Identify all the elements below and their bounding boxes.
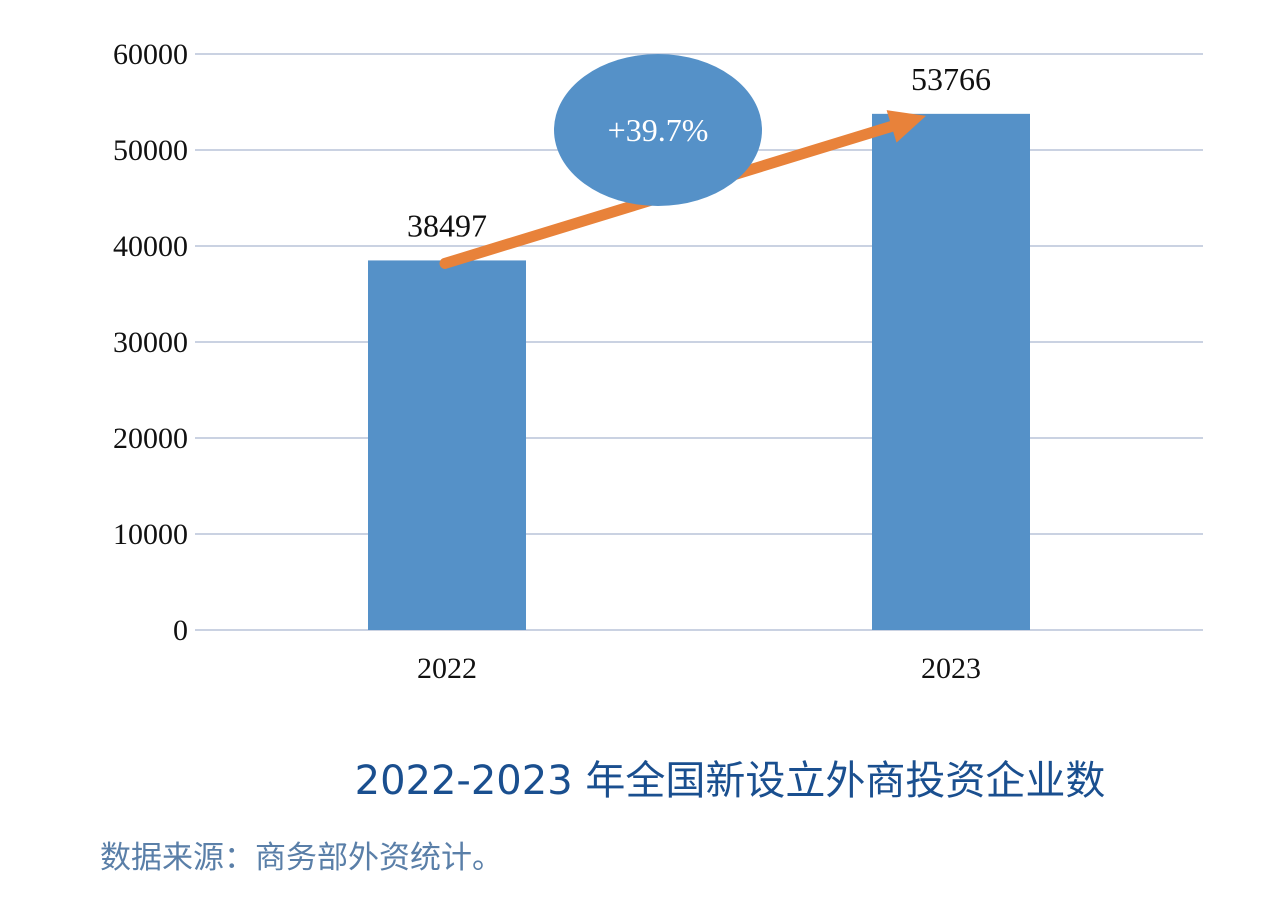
x-axis-ticks: 2022 2023: [417, 652, 981, 685]
growth-annotation: +39.7%: [439, 54, 926, 269]
y-tick-label: 30000: [113, 326, 188, 359]
chart-title: 2022-2023 年全国新设立外商投资企业数: [354, 758, 1106, 804]
growth-badge: [554, 54, 762, 206]
x-tick-label: 2022: [417, 652, 477, 685]
x-tick-label: 2023: [921, 652, 981, 685]
bars: [368, 113, 1030, 631]
y-tick-label: 40000: [113, 230, 188, 263]
data-label: 53766: [911, 61, 991, 97]
y-tick-label: 50000: [113, 134, 188, 167]
y-tick-label: 0: [173, 614, 188, 647]
y-axis-ticks: 0 10000 20000 30000 40000 50000 60000: [113, 38, 188, 647]
data-label: 38497: [407, 207, 487, 243]
chart-source: 数据来源：商务部外资统计。: [100, 840, 503, 876]
y-tick-label: 60000: [113, 38, 188, 71]
growth-badge-label: +39.7%: [608, 112, 709, 148]
y-tick-label: 20000: [113, 422, 188, 455]
bar-2022: [368, 260, 526, 630]
data-labels: 38497 53766: [407, 61, 991, 244]
growth-arrow-head: [886, 110, 926, 143]
y-tick-label: 10000: [113, 518, 188, 551]
bar-2023: [872, 113, 1030, 631]
